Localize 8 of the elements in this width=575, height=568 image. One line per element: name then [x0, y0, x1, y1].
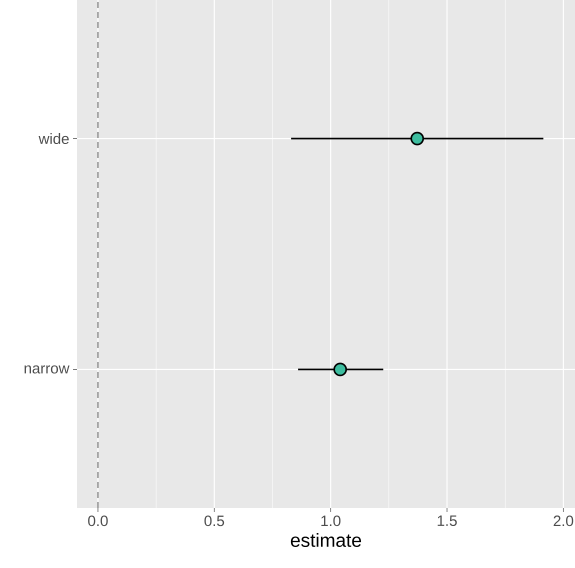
x-tick-label: 0.0 — [88, 516, 108, 526]
y-tick-label: wide — [38, 133, 69, 144]
y-tick-label: narrow — [24, 365, 70, 374]
x-tick-label: 0.5 — [204, 516, 224, 526]
x-tick-label: 2.0 — [554, 516, 574, 526]
x-tick-label: 1.0 — [321, 516, 340, 526]
x-axis-title: estimate — [290, 533, 362, 547]
x-tick-label: 1.5 — [438, 516, 457, 526]
